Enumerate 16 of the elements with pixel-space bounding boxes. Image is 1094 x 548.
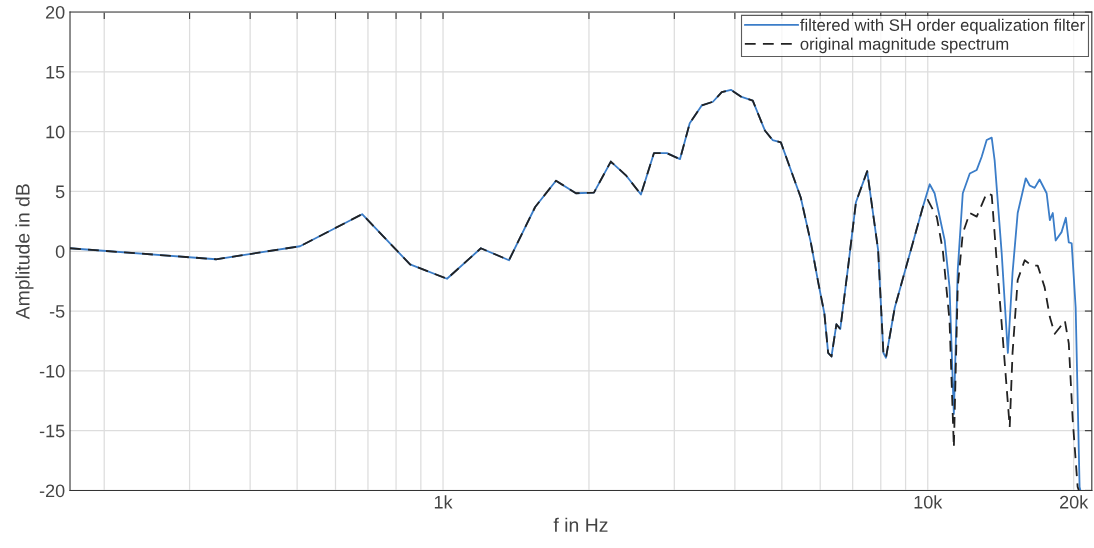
- y-tick-label: 5: [55, 185, 65, 199]
- x-axis-title: f in Hz: [553, 517, 608, 532]
- y-tick-label: 0: [55, 245, 65, 258]
- x-tick-label: 1k: [434, 495, 453, 509]
- x-tick-label: 10k: [914, 495, 943, 509]
- y-tick-label: -20: [39, 484, 65, 498]
- y-axis-title: Amplitude in dB: [15, 184, 34, 320]
- legend-label: original magnitude spectrum: [800, 37, 1009, 54]
- y-tick-label: -10: [39, 364, 65, 378]
- y-tick-label: 15: [46, 65, 65, 79]
- y-tick-label: -15: [39, 424, 65, 438]
- y-tick-label: 20: [45, 5, 65, 19]
- legend-label: filtered with SH order equalization filter: [800, 18, 1085, 35]
- x-tick-label: 20k: [1060, 495, 1089, 509]
- y-tick-label: 10: [46, 125, 65, 139]
- y-tick-label: -5: [49, 305, 65, 318]
